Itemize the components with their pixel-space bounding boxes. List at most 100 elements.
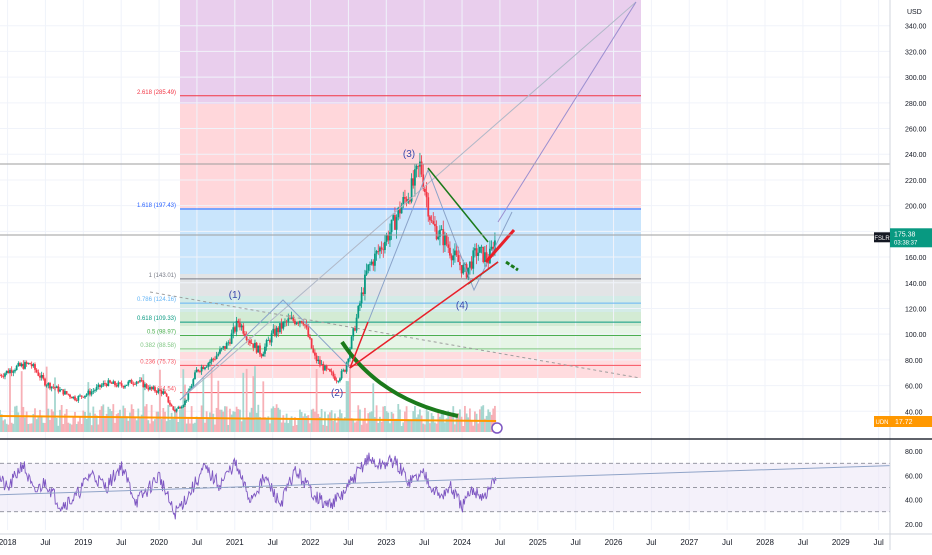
volume-bar bbox=[380, 421, 383, 432]
candle-body bbox=[245, 336, 248, 341]
candle-body bbox=[85, 394, 88, 396]
volume-bar bbox=[312, 408, 315, 432]
projection-line bbox=[497, 1, 637, 223]
candle-body bbox=[387, 235, 390, 241]
candle-body bbox=[425, 191, 428, 198]
x-tick-label: Jul bbox=[874, 538, 884, 547]
volume-bar bbox=[170, 412, 173, 432]
candle-body bbox=[32, 364, 35, 367]
volume-bar bbox=[297, 418, 300, 432]
y-tick-label: 100.00 bbox=[905, 332, 927, 339]
green-dashed-arrow bbox=[505, 260, 519, 272]
candle-body bbox=[194, 372, 196, 380]
fibonacci-zones bbox=[180, 0, 641, 378]
volume-bar bbox=[329, 412, 331, 432]
candle-body bbox=[125, 384, 128, 386]
volume-bar bbox=[209, 412, 211, 432]
volume-bar bbox=[80, 423, 83, 432]
volume-bar bbox=[330, 410, 333, 432]
y-tick-label: 320.00 bbox=[905, 49, 927, 56]
volume-bar bbox=[305, 416, 308, 432]
x-tick-label: 2025 bbox=[529, 538, 547, 547]
candle-body bbox=[384, 241, 386, 250]
candle-body bbox=[139, 380, 141, 382]
wave-label: (2) bbox=[331, 388, 343, 399]
volume-bar bbox=[334, 413, 336, 432]
candle-body bbox=[25, 362, 28, 364]
candle-body bbox=[217, 353, 220, 356]
candle-body bbox=[229, 342, 231, 344]
volume-bar bbox=[277, 407, 280, 432]
volume-bar bbox=[465, 413, 468, 432]
volume-bar bbox=[455, 415, 458, 432]
trend-drawings[interactable] bbox=[0, 1, 890, 434]
y-tick-label: 300.00 bbox=[905, 75, 927, 82]
volume-bar bbox=[294, 417, 296, 432]
volume-bar bbox=[365, 423, 368, 432]
volume-bar bbox=[185, 423, 188, 432]
candle-body bbox=[369, 264, 371, 266]
volume-bar bbox=[114, 422, 116, 432]
x-tick-label: Jul bbox=[722, 538, 732, 547]
candle-body bbox=[50, 386, 53, 389]
candle-body bbox=[2, 376, 5, 378]
candle-body bbox=[400, 205, 403, 214]
fib-label: 1.618 (197.43) bbox=[137, 203, 176, 209]
long-trendline bbox=[179, 1, 637, 401]
volume-bar bbox=[19, 417, 21, 432]
candle-body bbox=[285, 321, 288, 323]
candle-body bbox=[114, 381, 116, 386]
fib-label: 0.786 (124.16) bbox=[137, 297, 176, 303]
candle-body bbox=[355, 317, 358, 331]
y-tick-label: 200.00 bbox=[905, 204, 927, 211]
volume-bar bbox=[32, 413, 35, 432]
candle-body bbox=[442, 229, 445, 246]
candle-body bbox=[309, 336, 311, 339]
volume-bar bbox=[299, 409, 301, 432]
volume-bar bbox=[342, 418, 345, 432]
candle-body bbox=[175, 408, 178, 412]
volume-bar bbox=[59, 409, 61, 432]
x-tick-label: Jul bbox=[571, 538, 581, 547]
volume-bar bbox=[402, 422, 405, 432]
candle-body bbox=[124, 385, 126, 388]
candle-body bbox=[30, 364, 33, 367]
candle-body bbox=[75, 400, 78, 401]
volume-bar bbox=[389, 423, 391, 432]
y-tick-label: 80.00 bbox=[905, 358, 923, 365]
volume-bar bbox=[337, 416, 340, 432]
volume-bar bbox=[410, 419, 413, 432]
candle-body bbox=[330, 371, 333, 373]
candle-body bbox=[234, 327, 236, 332]
candle-body bbox=[409, 199, 411, 202]
volume-bar bbox=[189, 423, 191, 432]
candle-body bbox=[95, 386, 98, 391]
volume-bar bbox=[279, 409, 281, 432]
volume-bar bbox=[372, 383, 375, 432]
candle-body bbox=[192, 379, 195, 386]
volume-bar bbox=[117, 412, 120, 432]
volume-bar bbox=[210, 366, 213, 432]
candle-body bbox=[9, 369, 11, 374]
candle-body bbox=[107, 380, 110, 386]
volume-bar bbox=[142, 374, 145, 432]
symbol-chip bbox=[874, 232, 890, 243]
price-badge-countdown: 03:38:37 bbox=[894, 240, 918, 246]
wave-label: (1) bbox=[229, 290, 241, 301]
candle-body bbox=[452, 255, 455, 261]
candle-body bbox=[267, 340, 270, 341]
x-tick-label: 2020 bbox=[150, 538, 168, 547]
price-badges: FSLR 175.38 03:38:37 UDN 17.72 bbox=[874, 228, 932, 427]
candle-body bbox=[377, 251, 380, 252]
rsi-panel bbox=[0, 452, 891, 520]
volume-bar bbox=[155, 411, 158, 432]
volume-bar bbox=[182, 369, 185, 432]
volume-bar bbox=[12, 423, 15, 432]
volume-bar bbox=[75, 424, 78, 432]
volume-bar bbox=[29, 423, 31, 432]
candle-body bbox=[70, 396, 73, 399]
volume-bar bbox=[30, 423, 33, 432]
volume-bar bbox=[292, 425, 295, 432]
volume-bar bbox=[349, 368, 351, 432]
